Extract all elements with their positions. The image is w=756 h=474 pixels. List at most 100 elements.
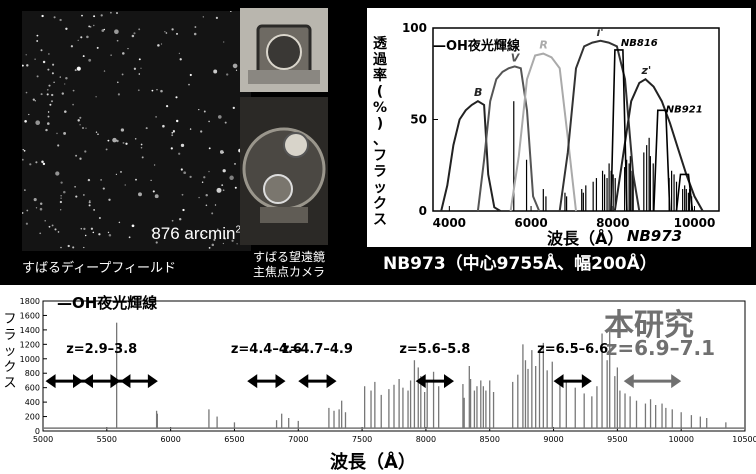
ylabel-char: 、 — [373, 132, 387, 148]
x-tick-label: 9000 — [543, 435, 563, 444]
deep-field-stars — [22, 11, 251, 249]
deep-field-caption: すばるディープフィールド — [22, 261, 177, 276]
star — [75, 154, 78, 157]
star — [208, 170, 210, 173]
star — [79, 157, 82, 160]
star — [72, 246, 75, 249]
star — [98, 233, 101, 236]
star — [87, 178, 91, 182]
filter-chart-oh-lines — [513, 101, 693, 211]
star — [217, 228, 219, 230]
star — [77, 39, 79, 41]
star — [178, 52, 181, 55]
star — [208, 247, 211, 249]
star — [151, 229, 154, 232]
star — [90, 227, 94, 230]
star — [155, 241, 158, 244]
x-tick-label: 10000 — [674, 216, 716, 230]
x-tick-label: 6500 — [224, 435, 244, 444]
star — [35, 120, 41, 126]
star — [23, 149, 26, 152]
star — [47, 115, 50, 118]
narrowband-curve — [653, 109, 671, 212]
star — [49, 103, 52, 106]
star — [178, 152, 181, 155]
spectrum-legend: —OH夜光輝線 — [57, 294, 157, 312]
star — [88, 25, 91, 28]
star — [133, 32, 136, 35]
star — [182, 208, 185, 212]
ylabel-char: 過 — [372, 52, 388, 68]
camera-part-1 — [283, 132, 309, 158]
nb973-summary: NB973（中心9755Å、幅200Å） — [383, 254, 657, 274]
star — [44, 219, 46, 222]
star — [82, 127, 84, 129]
star — [90, 26, 92, 28]
arrow-head-left — [298, 374, 309, 389]
star — [188, 83, 190, 86]
y-tick-label: 800 — [25, 369, 40, 378]
star — [100, 179, 102, 181]
star — [22, 64, 24, 67]
camera-part-2 — [263, 174, 293, 204]
star — [138, 192, 142, 197]
star — [63, 190, 66, 194]
star — [39, 207, 43, 211]
star — [46, 88, 49, 91]
star — [229, 175, 234, 181]
camera-stand — [248, 70, 320, 84]
camera-caption-line1: すばる望遠鏡 — [253, 250, 326, 264]
redshift-range-label: z=4.4–4.6 — [231, 342, 302, 357]
redshift-range-label: z=6.5–6.6 — [537, 342, 608, 357]
star — [54, 228, 57, 231]
star — [176, 32, 178, 35]
star — [179, 58, 182, 61]
star — [24, 189, 26, 191]
star — [82, 55, 85, 58]
star — [154, 194, 159, 199]
y-tick-label: 0 — [35, 427, 40, 436]
star — [65, 76, 68, 80]
filter-transmission-chart: 4000 6000 8000 10000 0 50 100 B V Ri' z' NB816 NB9… — [372, 21, 720, 248]
star — [224, 121, 227, 124]
x-tick-label: 10000 — [668, 435, 693, 444]
star — [74, 69, 77, 72]
star — [232, 106, 235, 110]
star — [216, 187, 222, 193]
star — [32, 98, 35, 101]
ylabel-char: フ — [373, 148, 387, 164]
star — [140, 143, 143, 146]
narrowband-label: NB973 — [627, 227, 682, 245]
ylabel-char: ス — [373, 212, 387, 228]
narrowband-label: NB921 — [666, 104, 703, 115]
filter-label: V — [511, 51, 521, 64]
star — [211, 243, 215, 247]
star — [189, 73, 192, 77]
star — [59, 18, 62, 22]
star — [81, 14, 83, 17]
arrow-head-left — [553, 374, 564, 389]
ylabel-char: ) — [377, 116, 383, 132]
star — [60, 181, 63, 184]
star — [208, 147, 211, 150]
star — [72, 89, 75, 92]
spectrum-line — [43, 322, 745, 429]
star — [221, 184, 224, 186]
star — [217, 115, 222, 119]
star — [35, 207, 38, 209]
redshift-range-label: z=4.7–4.9 — [282, 342, 353, 357]
star — [107, 139, 110, 142]
star — [40, 93, 43, 96]
star — [101, 29, 105, 32]
star — [234, 163, 236, 165]
star — [175, 119, 179, 123]
star — [222, 169, 226, 173]
ylabel-char: ( — [377, 84, 383, 100]
star — [88, 204, 91, 207]
star — [93, 24, 95, 27]
star — [64, 83, 66, 85]
star — [93, 209, 95, 211]
x-tick-label: 8000 — [596, 216, 629, 230]
star — [95, 96, 97, 98]
